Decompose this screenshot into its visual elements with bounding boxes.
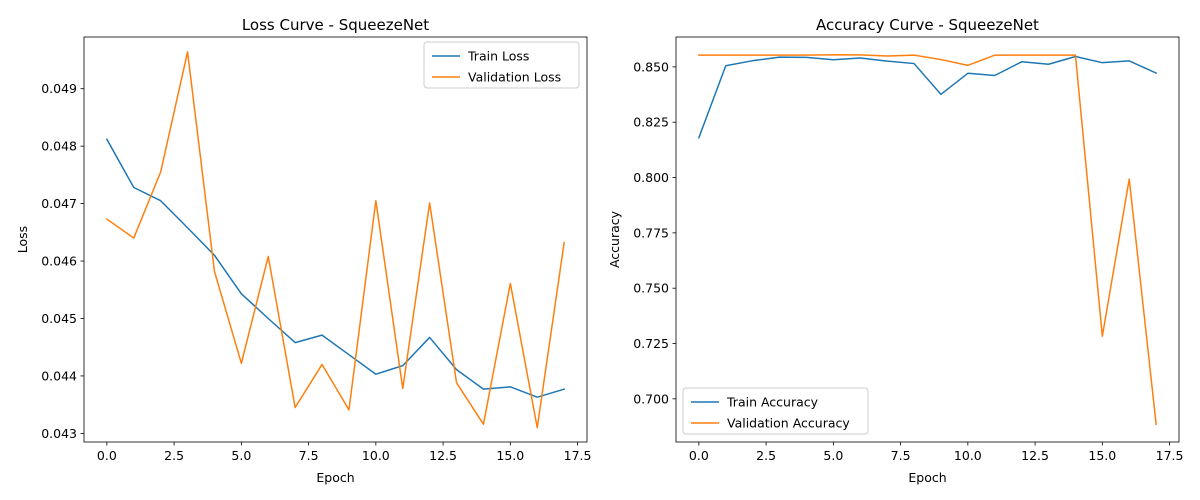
y-tick-label: 0.044 <box>41 368 77 383</box>
series-line-train <box>697 55 1158 139</box>
series-line-validation <box>698 53 1157 426</box>
chart-title: Accuracy Curve - SqueezeNet <box>816 16 1039 34</box>
x-tick-label: 10.0 <box>362 448 390 463</box>
legend-label-validation: Validation Accuracy <box>727 416 850 431</box>
y-tick-label: 0.049 <box>41 81 77 96</box>
legend-box <box>423 41 580 89</box>
x-tick-label: 5.0 <box>231 448 251 463</box>
x-axis-label: Epoch <box>316 470 354 485</box>
x-tick-label: 12.5 <box>1021 448 1049 463</box>
y-tick-label: 0.750 <box>633 281 669 296</box>
x-tick-label: 5.0 <box>823 448 843 463</box>
x-tick-label: 15.0 <box>1088 448 1116 463</box>
x-tick-label: 2.5 <box>756 448 776 463</box>
legend: Train Accuracy Validation Accuracy <box>682 387 869 435</box>
chart-panel-accuracy: Accuracy Curve - SqueezeNet 0.0 2.5 5.0 7.5 1… <box>607 16 1184 485</box>
series-line-train <box>105 138 566 398</box>
y-tick-label: 0.825 <box>633 115 669 130</box>
chart-title: Loss Curve - SqueezeNet <box>242 16 429 34</box>
x-tick-label: 17.5 <box>1156 448 1184 463</box>
y-tick-label: 0.048 <box>41 139 77 154</box>
y-tick-label: 0.725 <box>633 336 669 351</box>
chart-panel-loss: Loss Curve - SqueezeNet 0.0 2.5 5.0 7.5 10.0 1… <box>15 16 592 485</box>
x-tick-label: 7.5 <box>299 448 319 463</box>
legend-label-train: Train Loss <box>467 49 529 64</box>
x-tick-label: 15.0 <box>496 448 524 463</box>
x-tick-label: 17.5 <box>564 448 592 463</box>
y-tick-label: 0.700 <box>633 391 669 406</box>
x-tick-label: 12.5 <box>429 448 457 463</box>
legend-label-train: Train Accuracy <box>726 395 819 410</box>
x-tick-label: 0.0 <box>97 448 117 463</box>
y-tick-label: 0.047 <box>41 196 77 211</box>
legend-label-validation: Validation Loss <box>468 70 561 85</box>
y-axis-label: Loss <box>15 226 30 253</box>
legend: Train Loss Validation Loss <box>423 41 580 89</box>
axes-frame <box>83 36 588 443</box>
y-tick-label: 0.850 <box>633 59 669 74</box>
x-axis-label: Epoch <box>908 470 946 485</box>
x-tick-label: 10.0 <box>954 448 982 463</box>
axes-frame <box>675 36 1180 443</box>
y-tick-label: 0.800 <box>633 170 669 185</box>
x-tick-label: 7.5 <box>891 448 911 463</box>
y-tick-label: 0.775 <box>633 225 669 240</box>
y-axis-label: Accuracy <box>607 210 622 268</box>
x-tick-label: 2.5 <box>164 448 184 463</box>
y-tick-label: 0.046 <box>41 254 77 269</box>
series-line-validation <box>105 51 565 429</box>
legend-box <box>682 387 869 435</box>
y-tick-label: 0.043 <box>41 426 77 441</box>
x-tick-label: 0.0 <box>689 448 709 463</box>
y-tick-label: 0.045 <box>41 311 77 326</box>
